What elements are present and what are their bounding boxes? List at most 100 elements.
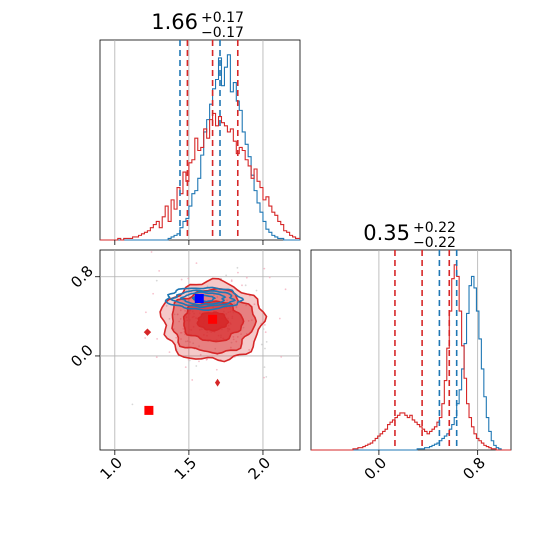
x-tick-label: 0.8 bbox=[459, 454, 489, 484]
sample-point bbox=[195, 365, 198, 367]
sample-point bbox=[150, 251, 153, 253]
sample-point bbox=[189, 341, 191, 343]
sample-point bbox=[244, 284, 247, 287]
title-param1-upper: +0.17 bbox=[201, 10, 244, 26]
sample-point bbox=[230, 279, 233, 282]
histogram-param2-series bbox=[311, 264, 511, 451]
x-tick-label: 2.0 bbox=[245, 454, 275, 484]
contour-x-tick-labels: 1.0 1.5 2.0 bbox=[96, 454, 274, 484]
sample-point bbox=[196, 242, 198, 244]
sample-point bbox=[236, 266, 239, 269]
title-param2-lower: −0.22 bbox=[413, 235, 456, 251]
panel-histogram-param2: 0.0 0.8 0.35 +0.22 −0.22 bbox=[310, 220, 512, 484]
sample-point bbox=[240, 333, 242, 336]
sample-point bbox=[263, 376, 265, 379]
sample-point bbox=[278, 317, 281, 320]
histogram-series-0 bbox=[100, 54, 300, 241]
marker-0-0 bbox=[208, 314, 218, 324]
contour-y-tick-labels: 0.0 0.8 bbox=[67, 262, 97, 371]
sample-point bbox=[263, 267, 266, 270]
sample-point bbox=[144, 311, 147, 314]
sample-point bbox=[245, 304, 248, 307]
sample-point bbox=[180, 338, 182, 340]
sample-point bbox=[264, 347, 266, 350]
marker-1-0 bbox=[194, 294, 204, 304]
histogram-param2-tickmarks bbox=[378, 450, 479, 455]
sample-point bbox=[182, 327, 185, 330]
sample-point bbox=[198, 360, 200, 363]
sample-point bbox=[265, 375, 268, 378]
sample-point bbox=[156, 337, 159, 340]
y-tick-label: 0.8 bbox=[67, 262, 97, 292]
sample-point bbox=[184, 310, 186, 312]
sample-point bbox=[250, 319, 253, 322]
panel-contour: 1.0 1.5 2.0 0.0 0.8 bbox=[67, 242, 301, 484]
sample-point bbox=[198, 345, 200, 348]
histogram-param1-tickmarks bbox=[114, 240, 264, 245]
sample-point bbox=[187, 277, 190, 280]
sample-point bbox=[184, 340, 187, 343]
sample-point bbox=[241, 284, 243, 287]
sample-point bbox=[165, 305, 168, 307]
sample-point bbox=[214, 347, 217, 350]
histogram-param2-x-tick-labels: 0.0 0.8 bbox=[361, 454, 489, 484]
sample-point bbox=[144, 337, 147, 339]
sample-point bbox=[179, 309, 182, 312]
sample-point bbox=[155, 356, 158, 359]
sample-point bbox=[265, 340, 268, 343]
x-tick-label: 1.0 bbox=[96, 454, 126, 484]
sample-point bbox=[180, 278, 183, 281]
histogram-series-0 bbox=[311, 275, 511, 451]
sample-point bbox=[233, 302, 236, 305]
sample-point bbox=[225, 274, 228, 277]
contour-blob bbox=[214, 378, 221, 387]
histogram-param2-grid bbox=[378, 250, 479, 450]
sample-point bbox=[215, 368, 218, 371]
marker-0-1 bbox=[144, 405, 154, 415]
contour-level-1-2 bbox=[179, 291, 227, 306]
sample-point bbox=[178, 320, 181, 323]
sample-point bbox=[179, 318, 182, 320]
histogram-series-1 bbox=[100, 112, 300, 241]
sample-point bbox=[232, 336, 235, 338]
sample-point bbox=[158, 270, 161, 272]
contour-level-1-3 bbox=[191, 294, 217, 303]
sample-point bbox=[206, 285, 209, 288]
sample-point bbox=[280, 355, 283, 358]
sample-point bbox=[226, 299, 228, 302]
sample-point bbox=[248, 348, 251, 351]
title-param2: 0.35 bbox=[363, 221, 410, 245]
histogram-param1-series bbox=[100, 54, 300, 241]
sample-point bbox=[176, 313, 179, 316]
contour-level-1-0 bbox=[164, 286, 245, 312]
sample-point bbox=[236, 336, 239, 338]
x-tick-label: 1.5 bbox=[171, 454, 201, 484]
sample-point bbox=[195, 262, 198, 264]
contour-blob bbox=[143, 328, 152, 336]
sample-point bbox=[247, 319, 250, 322]
panel-histogram-param1: 1.66 +0.17 −0.17 bbox=[99, 10, 301, 245]
sample-point bbox=[232, 338, 235, 341]
sample-point bbox=[268, 276, 271, 279]
sample-point bbox=[229, 346, 232, 349]
sample-point bbox=[213, 294, 215, 296]
y-tick-label: 0.0 bbox=[67, 341, 97, 371]
sample-point bbox=[216, 296, 219, 298]
sample-point bbox=[245, 276, 248, 279]
sample-point bbox=[255, 289, 258, 292]
sample-point bbox=[205, 358, 208, 361]
histogram-param2-quantiles bbox=[394, 250, 458, 450]
contour-tickmarks bbox=[95, 276, 264, 455]
sample-point bbox=[188, 359, 191, 362]
sample-point bbox=[152, 292, 155, 295]
sample-point bbox=[264, 331, 267, 334]
sample-point bbox=[184, 366, 187, 369]
sample-point bbox=[168, 351, 171, 354]
sample-point bbox=[173, 313, 176, 316]
sample-point bbox=[175, 336, 178, 339]
sample-point bbox=[260, 343, 263, 346]
sample-point bbox=[230, 341, 233, 344]
sample-point bbox=[263, 323, 266, 326]
sample-point bbox=[263, 366, 266, 369]
sample-point bbox=[207, 355, 210, 358]
